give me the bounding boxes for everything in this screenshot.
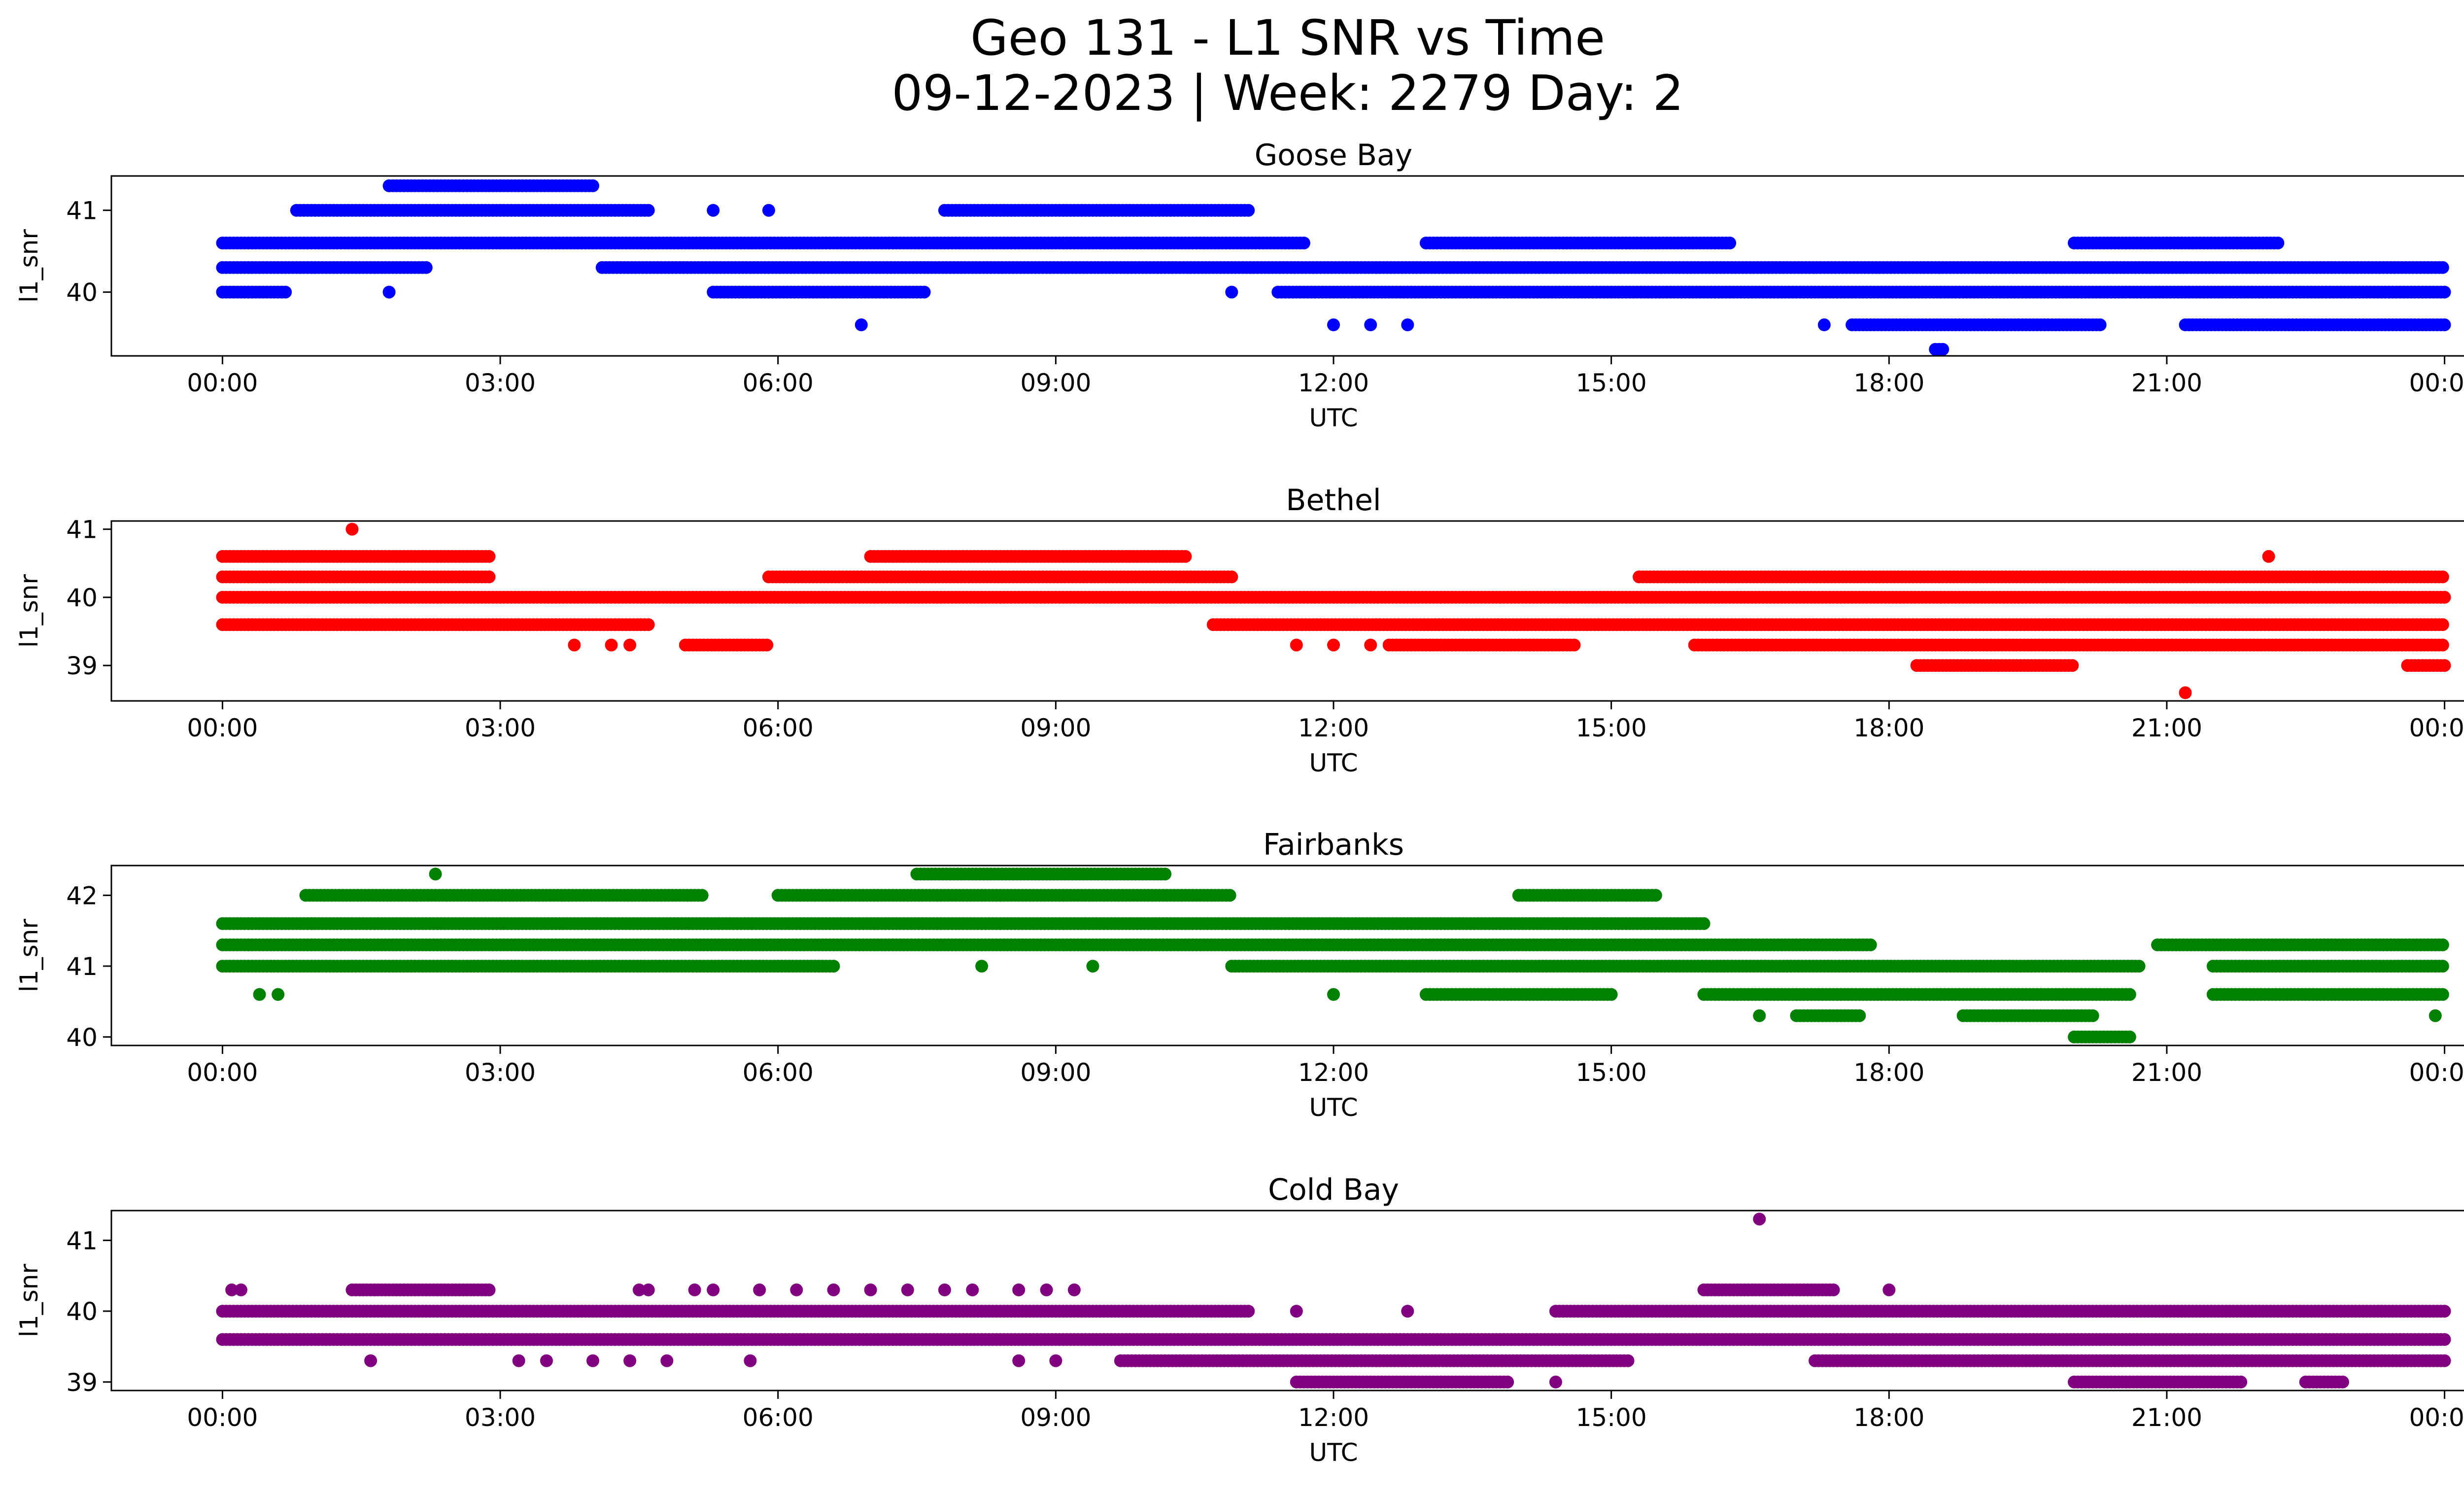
data-point xyxy=(2093,318,2107,331)
y-tick-label: 39 xyxy=(66,652,98,680)
data-point xyxy=(1179,550,1192,563)
data-point xyxy=(2436,638,2449,652)
data-point xyxy=(1225,285,1238,299)
data-point xyxy=(827,960,840,973)
data-point xyxy=(1936,343,1950,356)
data-point xyxy=(760,638,774,652)
x-tick-label: 00:00 xyxy=(2409,369,2464,397)
data-point xyxy=(2271,237,2285,249)
data-point xyxy=(2438,285,2451,299)
data-point xyxy=(382,285,396,299)
data-point xyxy=(2438,659,2451,672)
data-point xyxy=(1290,638,1303,652)
subplot-bethel: Bethel 00:00 03:00 06:00 09:00 12:00 15:00 18:0… xyxy=(15,483,2464,777)
data-point xyxy=(1864,938,1877,951)
y-axis-label: l1_snr xyxy=(15,574,43,648)
data-point xyxy=(2436,261,2449,274)
data-point xyxy=(762,204,775,217)
figure-title-line-2: 09-12-2023 | Week: 2279 Day: 2 xyxy=(891,65,1684,122)
data-point xyxy=(1364,318,1377,331)
subplot-goose-bay: Goose Bay 00:00 03:00 06:00 09:00 12:00 15:00 1… xyxy=(15,138,2464,432)
x-tick-label: 00:00 xyxy=(2409,714,2464,742)
data-point xyxy=(1401,318,1414,331)
x-tick-label: 03:00 xyxy=(465,369,536,397)
data-points xyxy=(216,868,2449,1043)
data-point xyxy=(855,318,868,331)
data-point xyxy=(419,261,433,274)
data-point xyxy=(568,638,581,652)
data-point xyxy=(2438,318,2451,331)
figure-title: Geo 131 - L1 SNR vs Time 09-12-2023 | We… xyxy=(0,11,2464,121)
x-tick-label: 12:00 xyxy=(1298,714,1369,742)
data-points xyxy=(216,522,2451,699)
data-point xyxy=(918,285,931,299)
data-point xyxy=(623,638,637,652)
data-point xyxy=(1225,570,1238,584)
data-point xyxy=(2179,686,2192,699)
data-point xyxy=(2436,618,2449,631)
x-tick-label: 00:00 xyxy=(187,714,258,742)
subplot-title: Goose Bay xyxy=(1255,138,1413,173)
data-point xyxy=(1327,318,1340,331)
y-tick-label: 41 xyxy=(66,516,98,544)
data-point xyxy=(2436,570,2449,584)
data-point xyxy=(2262,550,2275,563)
data-point xyxy=(1817,318,1831,331)
data-point xyxy=(482,570,496,584)
x-tick-label: 09:00 xyxy=(1020,369,1091,397)
x-tick-label: 18:00 xyxy=(1853,369,1924,397)
data-point xyxy=(2436,938,2449,951)
x-axis-label: UTC xyxy=(1309,749,1358,777)
data-points xyxy=(216,179,2451,356)
x-tick-label: 03:00 xyxy=(465,714,536,742)
x-tick-label: 18:00 xyxy=(1853,714,1924,742)
data-point xyxy=(1723,237,1737,249)
y-tick-label: 41 xyxy=(66,197,98,225)
data-point xyxy=(2066,659,2079,672)
x-tick-label: 09:00 xyxy=(1020,714,1091,742)
y-tick-label: 40 xyxy=(66,584,98,612)
x-tick-label: 21:00 xyxy=(2131,714,2202,742)
y-axis-label: l1_snr xyxy=(15,229,43,303)
x-tick-label: 12:00 xyxy=(1298,369,1369,397)
data-point xyxy=(482,550,496,563)
data-point xyxy=(345,522,359,536)
data-point xyxy=(1364,638,1377,652)
y-tick-label: 40 xyxy=(66,278,98,307)
x-axis-label: UTC xyxy=(1309,404,1358,432)
subplot-title: Bethel xyxy=(1286,483,1381,518)
data-point xyxy=(642,204,655,217)
data-point xyxy=(642,618,655,631)
x-tick-label: 15:00 xyxy=(1576,369,1647,397)
x-tick-label: 15:00 xyxy=(1576,714,1647,742)
data-point xyxy=(707,204,720,217)
data-point xyxy=(1242,204,1255,217)
data-point xyxy=(1568,638,1581,652)
x-tick-label: 00:00 xyxy=(187,369,258,397)
figure-title-line-1: Geo 131 - L1 SNR vs Time xyxy=(970,10,1605,67)
data-point xyxy=(279,285,292,299)
plot-frame xyxy=(110,520,2464,702)
data-point xyxy=(605,638,618,652)
data-point xyxy=(1327,638,1340,652)
x-tick-label: 06:00 xyxy=(743,714,814,742)
data-point xyxy=(2438,591,2451,604)
x-tick-label: 06:00 xyxy=(743,369,814,397)
data-point xyxy=(586,179,599,192)
x-tick-label: 21:00 xyxy=(2131,369,2202,397)
data-point xyxy=(1697,917,1711,930)
data-point xyxy=(1297,237,1310,249)
